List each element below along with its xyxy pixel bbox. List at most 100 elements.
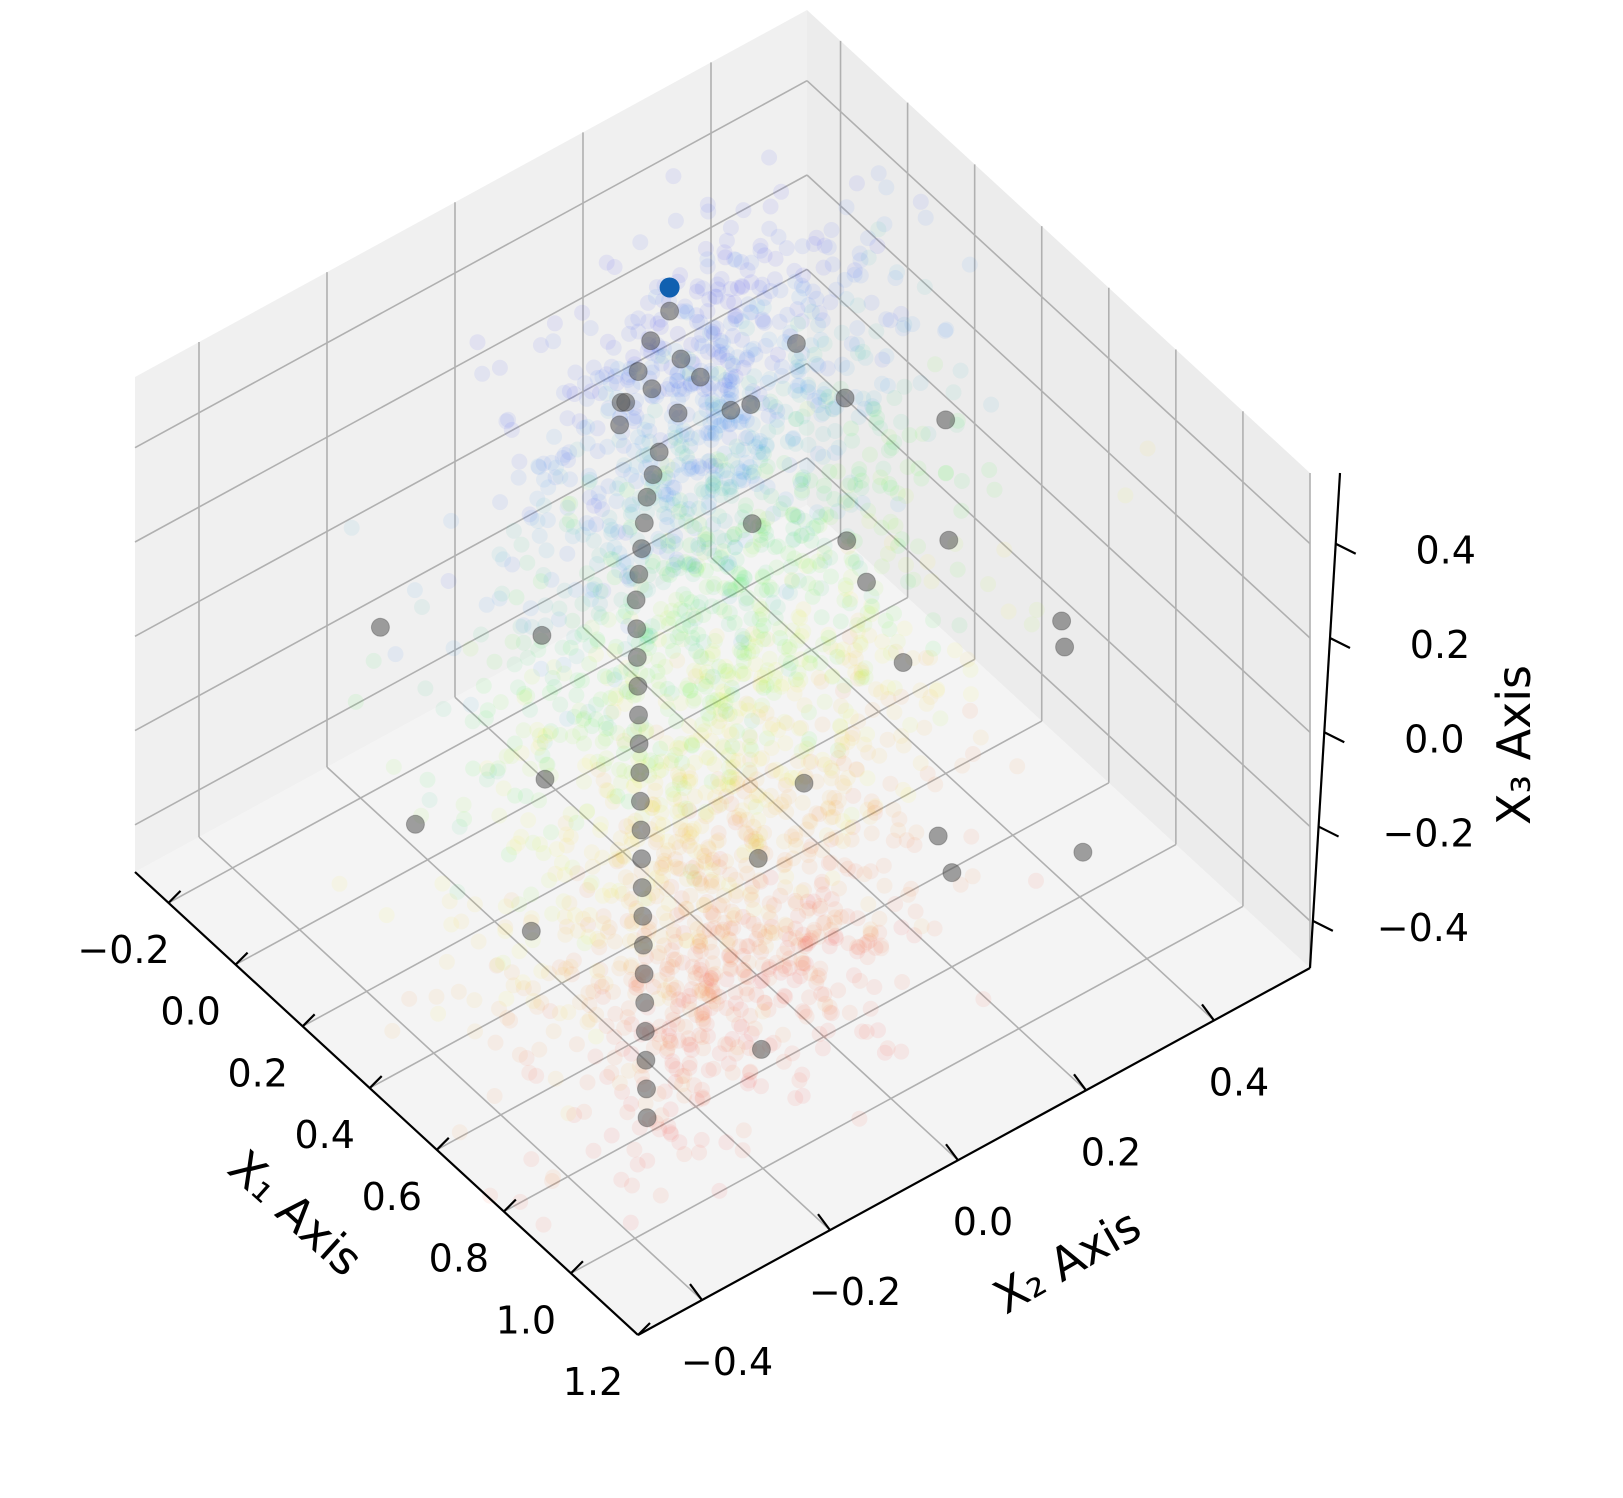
cloud-point <box>735 1122 752 1139</box>
cloud-point <box>811 1026 828 1042</box>
cloud-point <box>716 532 733 549</box>
cloud-point <box>509 835 526 852</box>
cloud-point <box>638 636 655 653</box>
cloud-point <box>981 462 998 478</box>
cloud-point <box>568 648 585 665</box>
cloud-point <box>820 388 837 405</box>
cloud-point <box>980 576 997 593</box>
cloud-point <box>544 1173 561 1189</box>
cloud-point <box>752 452 769 468</box>
cloud-point <box>743 1025 760 1042</box>
cloud-point <box>639 413 656 430</box>
cloud-point <box>649 990 666 1007</box>
cloud-point <box>836 778 853 795</box>
cloud-point <box>740 702 756 719</box>
cloud-point <box>776 713 793 730</box>
cloud-point <box>792 610 809 627</box>
cloud-point <box>729 460 746 477</box>
cloud-point <box>833 743 850 760</box>
cloud-point <box>811 517 828 534</box>
cloud-point <box>860 502 877 519</box>
cloud-point <box>530 458 547 475</box>
cloud-point <box>553 854 570 871</box>
cloud-point <box>728 887 744 904</box>
cloud-point <box>623 957 640 974</box>
cloud-point <box>681 1055 698 1072</box>
cloud-point <box>540 965 557 982</box>
cloud-point <box>669 652 686 669</box>
cloud-point <box>742 1007 759 1024</box>
cloud-point <box>735 631 752 648</box>
cloud-point <box>809 504 826 521</box>
cloud-point <box>716 580 733 597</box>
cloud-point <box>711 658 728 675</box>
cloud-point <box>684 736 701 753</box>
trajectory-point <box>857 572 876 592</box>
cloud-point <box>741 727 758 744</box>
cloud-point <box>717 249 734 266</box>
cloud-point <box>620 1000 637 1017</box>
cloud-point <box>761 371 778 387</box>
cloud-point <box>797 955 814 972</box>
cloud-point <box>623 1095 640 1112</box>
cloud-point <box>768 954 785 971</box>
cloud-point <box>693 481 710 498</box>
cloud-point <box>675 617 691 634</box>
cloud-point <box>805 520 822 537</box>
cloud-point <box>850 345 866 362</box>
cloud-point <box>793 527 810 544</box>
cloud-point <box>916 719 933 736</box>
cloud-point <box>704 392 721 409</box>
cloud-point <box>874 351 891 368</box>
cloud-point <box>522 701 538 718</box>
cloud-point <box>603 551 619 567</box>
cloud-point <box>812 557 829 573</box>
cloud-point <box>581 753 598 770</box>
cloud-point <box>837 492 854 509</box>
cloud-point <box>710 771 727 787</box>
cloud-point <box>660 895 677 912</box>
cloud-point <box>733 313 750 330</box>
cloud-point <box>756 314 773 331</box>
cloud-point <box>634 434 651 451</box>
cloud-point <box>946 642 963 659</box>
cloud-point <box>387 646 404 663</box>
cloud-point <box>953 473 970 489</box>
cloud-point <box>647 834 664 851</box>
cloud-point <box>861 446 878 463</box>
cloud-point <box>511 453 528 470</box>
cloud-point <box>895 737 912 754</box>
cloud-point <box>747 656 764 673</box>
cloud-point <box>882 513 899 530</box>
cloud-point <box>912 375 929 391</box>
cloud-point <box>852 267 869 284</box>
cloud-point <box>860 249 877 266</box>
cloud-point <box>580 703 596 720</box>
cloud-point <box>685 566 702 583</box>
cloud-point <box>705 907 722 924</box>
cloud-point <box>609 480 626 497</box>
cloud-point <box>704 862 721 879</box>
cloud-point <box>676 602 693 619</box>
cloud-point <box>830 792 847 809</box>
cloud-point <box>669 907 686 924</box>
cloud-point <box>582 320 599 337</box>
cloud-point <box>571 702 588 719</box>
cloud-point <box>569 672 586 689</box>
cloud-point <box>707 471 724 488</box>
cloud-point <box>789 632 806 649</box>
cloud-point <box>574 595 591 612</box>
cloud-point <box>615 461 631 478</box>
cloud-point <box>698 808 714 825</box>
cloud-point <box>762 393 779 410</box>
cloud-point <box>782 558 799 575</box>
cloud-point <box>731 577 748 594</box>
cloud-point <box>733 573 750 590</box>
cloud-point <box>752 675 769 692</box>
cloud-point <box>863 294 880 311</box>
cloud-point <box>903 880 920 897</box>
cloud-point <box>863 597 880 614</box>
cloud-point <box>833 909 850 925</box>
cloud-point <box>581 655 598 672</box>
cloud-point <box>597 730 614 747</box>
